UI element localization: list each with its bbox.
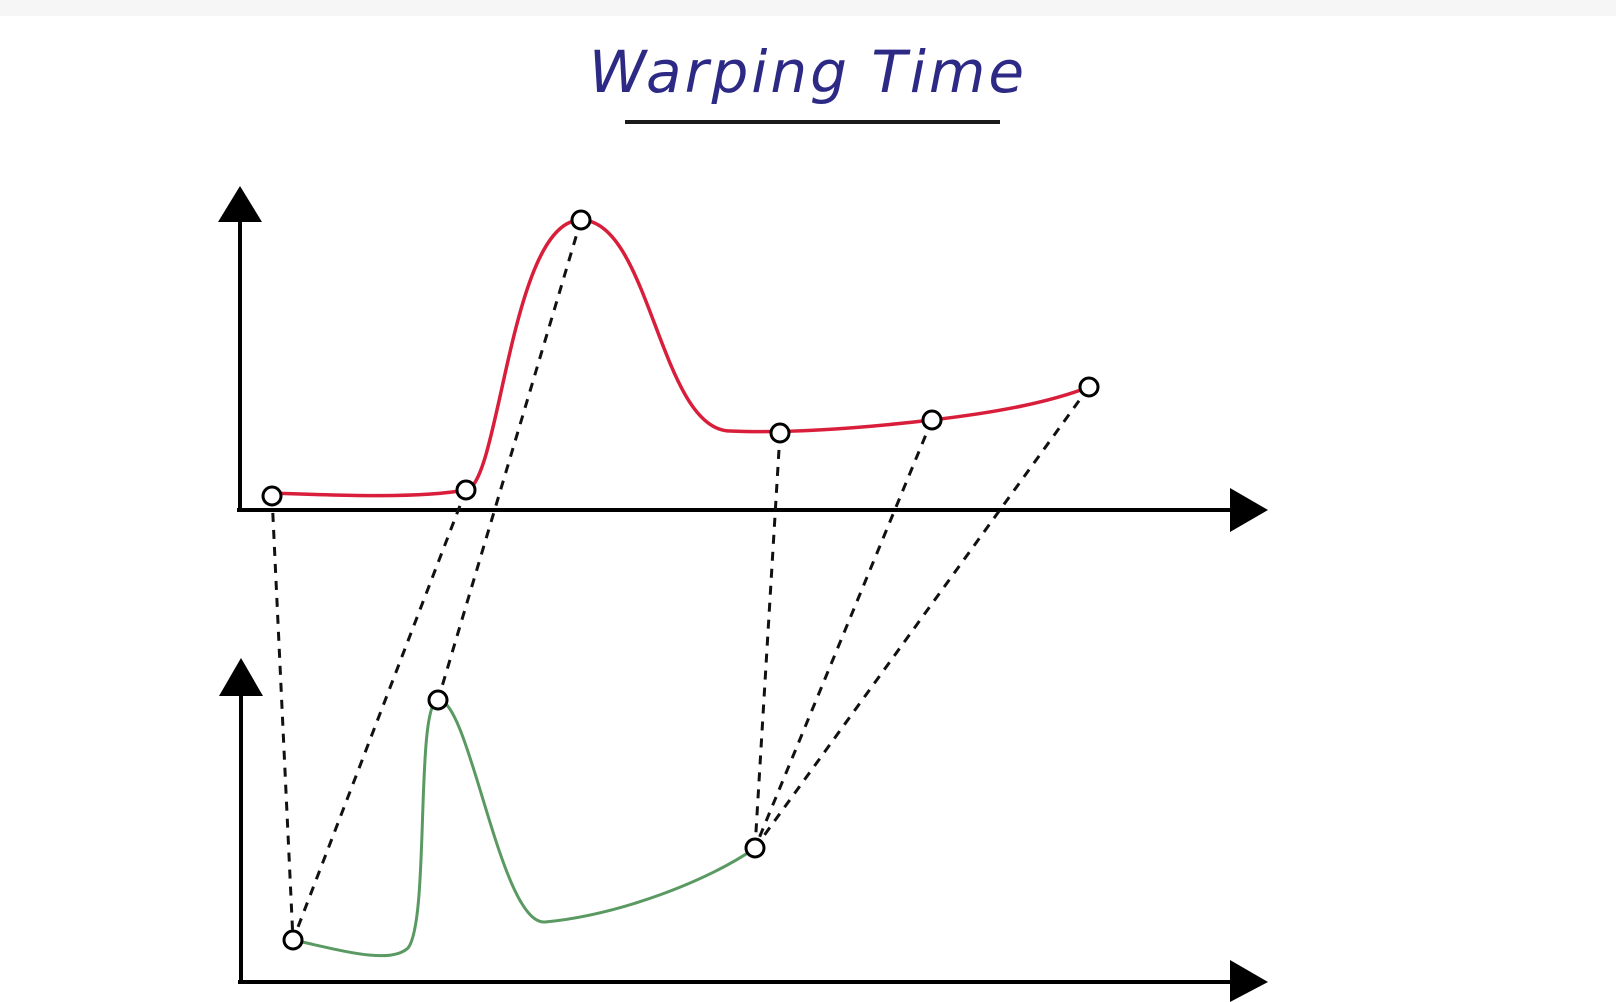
bottom-series-curve <box>291 698 757 958</box>
bottom-match-points <box>282 689 766 951</box>
top-point-4-icon <box>769 422 791 444</box>
top-point-6-icon <box>1078 376 1100 398</box>
warp-link-2 <box>291 489 468 941</box>
page-title: Warping Time <box>588 38 1028 106</box>
bottom-axes <box>219 658 1268 1002</box>
warp-link-5 <box>753 419 934 849</box>
top-point-5-icon <box>921 409 943 431</box>
title-underline <box>625 120 1000 124</box>
top-x-axis-arrow-icon <box>1230 488 1268 532</box>
warp-link-6 <box>753 386 1091 849</box>
warp-link-3 <box>436 219 583 701</box>
top-point-2-icon <box>455 479 477 501</box>
bottom-point-2-icon <box>427 689 449 711</box>
bottom-point-3-icon <box>744 837 766 859</box>
top-point-1-icon <box>261 485 283 507</box>
top-axes <box>218 186 1268 532</box>
top-y-axis-arrow-icon <box>218 186 262 222</box>
bottom-x-axis-arrow-icon <box>1230 960 1268 1002</box>
warping-links <box>270 219 1091 941</box>
bottom-y-axis-arrow-icon <box>219 658 263 696</box>
top-strip <box>0 0 1616 16</box>
bottom-point-1-icon <box>282 929 304 951</box>
warp-link-4 <box>753 432 782 849</box>
top-series-curve <box>270 218 1091 498</box>
warp-link-1 <box>270 495 295 941</box>
top-point-3-icon <box>570 209 592 231</box>
top-match-points <box>261 209 1100 507</box>
